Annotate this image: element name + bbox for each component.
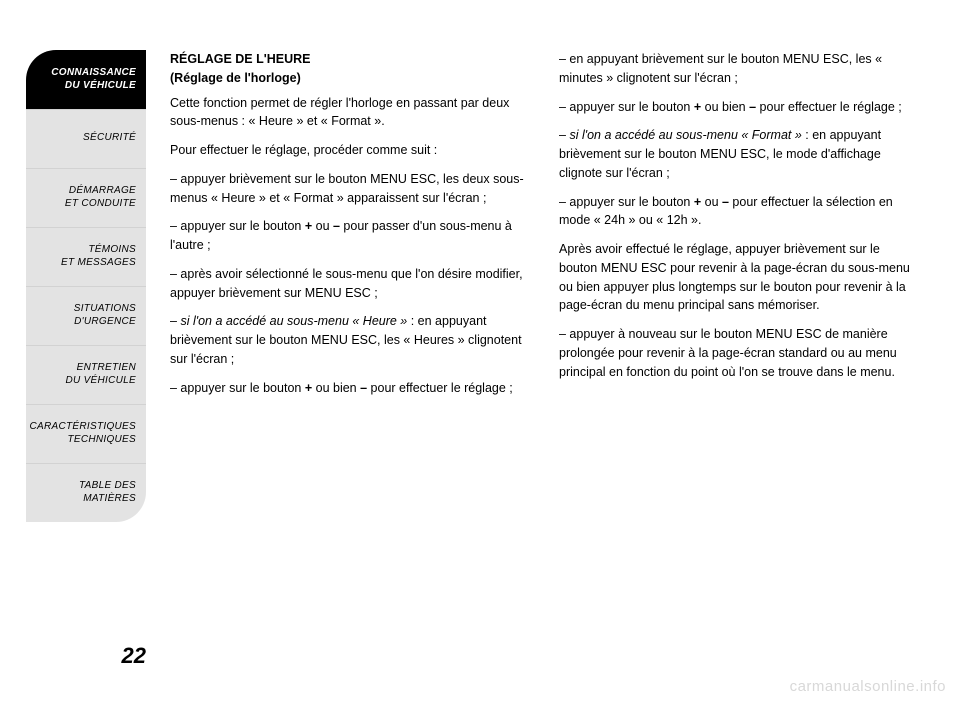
tab-label: SÉCURITÉ bbox=[83, 132, 136, 145]
page-number: 22 bbox=[26, 643, 146, 669]
sidebar-tabs: CONNAISSANCE DU VÉHICULE SÉCURITÉ DÉMARR… bbox=[26, 50, 146, 522]
body-text: – appuyer à nouveau sur le bouton MENU E… bbox=[559, 325, 920, 381]
tab-entretien-vehicule[interactable]: ENTRETIEN DU VÉHICULE bbox=[26, 345, 146, 404]
tab-label: TÉMOINS ET MESSAGES bbox=[61, 244, 136, 269]
body-text: – après avoir sélectionné le sous-menu q… bbox=[170, 265, 531, 303]
tab-label: ENTRETIEN DU VÉHICULE bbox=[65, 362, 136, 387]
manual-page: CONNAISSANCE DU VÉHICULE SÉCURITÉ DÉMARR… bbox=[0, 0, 960, 709]
body-text: – en appuyant brièvement sur le bouton M… bbox=[559, 50, 920, 88]
tab-label: SITUATIONS D'URGENCE bbox=[74, 303, 136, 328]
column-left: RÉGLAGE DE L'HEURE (Réglage de l'horloge… bbox=[170, 50, 531, 407]
body-text: – si l'on a accédé au sous-menu « Format… bbox=[559, 126, 920, 182]
column-right: – en appuyant brièvement sur le bouton M… bbox=[559, 50, 920, 407]
tab-caracteristiques-techniques[interactable]: CARACTÉRISTIQUES TECHNIQUES bbox=[26, 404, 146, 463]
body-text: Pour effectuer le réglage, procéder comm… bbox=[170, 141, 531, 160]
body-text: – appuyer sur le bouton + ou – pour pass… bbox=[170, 217, 531, 255]
tab-label: CONNAISSANCE DU VÉHICULE bbox=[51, 67, 136, 92]
section-heading: RÉGLAGE DE L'HEURE (Réglage de l'horloge… bbox=[170, 50, 531, 88]
body-text: – appuyer sur le bouton + ou – pour effe… bbox=[559, 193, 920, 231]
tab-demarrage-conduite[interactable]: DÉMARRAGE ET CONDUITE bbox=[26, 168, 146, 227]
tab-table-matieres[interactable]: TABLE DES MATIÈRES bbox=[26, 463, 146, 522]
body-text: – appuyer sur le bouton + ou bien – pour… bbox=[559, 98, 920, 117]
heading-line2: (Réglage de l'horloge) bbox=[170, 71, 301, 85]
tab-situations-urgence[interactable]: SITUATIONS D'URGENCE bbox=[26, 286, 146, 345]
tab-label: CARACTÉRISTIQUES TECHNIQUES bbox=[30, 421, 136, 446]
tab-temoins-messages[interactable]: TÉMOINS ET MESSAGES bbox=[26, 227, 146, 286]
heading-line1: RÉGLAGE DE L'HEURE bbox=[170, 52, 311, 66]
body-text: – si l'on a accédé au sous-menu « Heure … bbox=[170, 312, 531, 368]
body-text: – appuyer sur le bouton + ou bien – pour… bbox=[170, 379, 531, 398]
page-content: RÉGLAGE DE L'HEURE (Réglage de l'horloge… bbox=[170, 50, 920, 407]
tab-securite[interactable]: SÉCURITÉ bbox=[26, 109, 146, 168]
watermark: carmanualsonline.info bbox=[790, 678, 946, 695]
body-text: Après avoir effectué le réglage, appuyer… bbox=[559, 240, 920, 315]
tab-label: DÉMARRAGE ET CONDUITE bbox=[65, 185, 136, 210]
tab-connaissance-vehicule[interactable]: CONNAISSANCE DU VÉHICULE bbox=[26, 50, 146, 109]
body-text: – appuyer brièvement sur le bouton MENU … bbox=[170, 170, 531, 208]
tab-label: TABLE DES MATIÈRES bbox=[79, 480, 136, 505]
body-text: Cette fonction permet de régler l'horlog… bbox=[170, 94, 531, 132]
